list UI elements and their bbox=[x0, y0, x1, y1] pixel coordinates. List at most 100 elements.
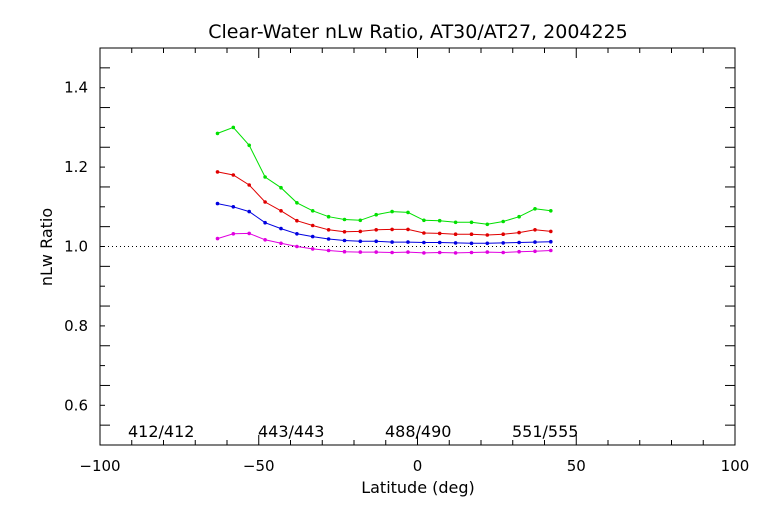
plot-frame bbox=[99, 47, 736, 446]
data-point bbox=[326, 214, 331, 219]
data-point bbox=[247, 231, 251, 236]
y-tick-label: 0.8 bbox=[64, 317, 88, 335]
data-point bbox=[437, 250, 442, 255]
data-point bbox=[310, 247, 315, 251]
data-point bbox=[310, 234, 315, 239]
series-group bbox=[215, 125, 553, 255]
x-tick-label: −100 bbox=[79, 457, 120, 475]
data-point bbox=[326, 237, 331, 241]
data-point bbox=[263, 238, 267, 242]
data-point bbox=[406, 250, 410, 254]
data-point bbox=[295, 244, 299, 249]
data-point bbox=[390, 250, 394, 255]
data-point bbox=[326, 248, 331, 253]
legend: 412/412 443/443 488/490 551/555 bbox=[128, 422, 578, 441]
y-tick-label: 1.0 bbox=[64, 238, 88, 256]
data-point bbox=[533, 228, 537, 232]
y-tick-label: 0.6 bbox=[64, 396, 88, 414]
data-point bbox=[533, 207, 537, 211]
data-point bbox=[485, 241, 490, 246]
data-point bbox=[295, 232, 299, 236]
data-point bbox=[263, 220, 267, 225]
data-point bbox=[422, 231, 426, 235]
data-point bbox=[501, 232, 506, 236]
data-point bbox=[469, 220, 474, 225]
series-line bbox=[217, 171, 551, 236]
legend-label: 551/555 bbox=[512, 422, 578, 441]
legend-label: 488/490 bbox=[385, 422, 451, 441]
data-point bbox=[390, 209, 394, 214]
data-point bbox=[549, 229, 553, 234]
data-point bbox=[501, 219, 506, 224]
data-point bbox=[406, 210, 410, 215]
data-point bbox=[231, 205, 236, 209]
data-point bbox=[231, 125, 236, 130]
data-point bbox=[374, 239, 379, 244]
data-point bbox=[295, 201, 299, 205]
y-tick-labels: 0.6 0.8 1.0 1.2 1.4 bbox=[64, 79, 88, 415]
x-tick-labels: −100 −50 0 50 100 bbox=[79, 457, 749, 475]
data-point bbox=[358, 218, 363, 223]
x-tick-label: 100 bbox=[721, 457, 750, 475]
data-point bbox=[374, 250, 379, 254]
data-point bbox=[517, 249, 521, 254]
data-point bbox=[374, 212, 379, 217]
x-tick-label: 0 bbox=[413, 457, 423, 475]
series-1 bbox=[215, 125, 553, 227]
data-point bbox=[374, 228, 379, 232]
data-point bbox=[533, 240, 537, 244]
data-point bbox=[279, 209, 283, 213]
x-tick-label: 50 bbox=[567, 457, 586, 475]
data-point bbox=[485, 233, 490, 237]
data-point bbox=[517, 230, 521, 235]
data-point bbox=[247, 183, 251, 187]
data-point bbox=[342, 230, 347, 234]
series-4 bbox=[215, 231, 553, 255]
legend-label: 412/412 bbox=[128, 422, 194, 441]
data-point bbox=[453, 241, 458, 245]
y-axis-label: nLw Ratio bbox=[37, 208, 56, 286]
data-point bbox=[469, 232, 474, 236]
data-point bbox=[422, 240, 426, 245]
data-point bbox=[453, 220, 458, 225]
data-point bbox=[247, 209, 251, 214]
axis-ticks bbox=[99, 47, 736, 446]
data-point bbox=[231, 173, 236, 177]
data-point bbox=[310, 209, 315, 213]
data-point bbox=[358, 229, 363, 234]
data-point bbox=[390, 240, 394, 244]
y-tick-label: 1.2 bbox=[64, 158, 88, 176]
series-line bbox=[217, 232, 551, 254]
series-line bbox=[217, 126, 551, 225]
data-point bbox=[279, 241, 283, 246]
data-point bbox=[437, 218, 442, 223]
data-point bbox=[342, 238, 347, 243]
data-point bbox=[215, 131, 220, 136]
data-point bbox=[342, 249, 347, 254]
data-point bbox=[310, 223, 315, 228]
data-point bbox=[549, 209, 553, 213]
data-point bbox=[231, 232, 236, 236]
data-point bbox=[326, 228, 331, 232]
data-point bbox=[437, 231, 442, 236]
legend-label: 443/443 bbox=[258, 422, 324, 441]
data-point bbox=[453, 232, 458, 236]
data-point bbox=[215, 201, 220, 206]
data-point bbox=[549, 248, 553, 253]
data-point bbox=[422, 251, 426, 255]
data-point bbox=[549, 239, 553, 244]
data-point bbox=[279, 226, 283, 231]
data-point bbox=[215, 236, 220, 241]
data-point bbox=[279, 185, 283, 190]
data-point bbox=[358, 250, 363, 254]
data-point bbox=[437, 240, 442, 245]
data-point bbox=[469, 241, 474, 246]
series-3 bbox=[215, 201, 553, 246]
data-point bbox=[342, 217, 347, 222]
y-tick-label: 1.4 bbox=[64, 79, 88, 97]
data-point bbox=[263, 200, 267, 204]
data-point bbox=[485, 250, 490, 254]
data-point bbox=[390, 227, 394, 232]
series-line bbox=[217, 203, 551, 244]
